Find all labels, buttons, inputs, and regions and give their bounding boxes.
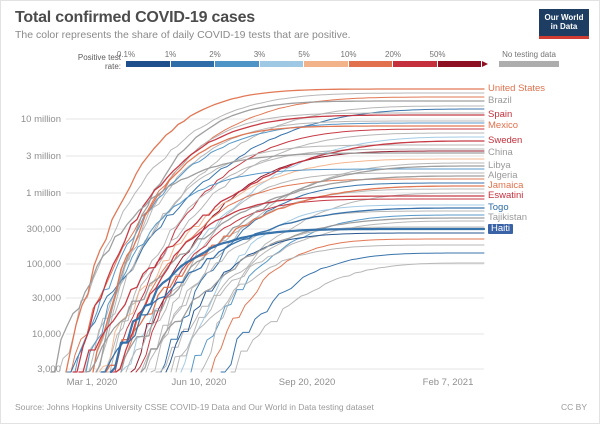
owid-logo-line1: Our World <box>544 13 584 22</box>
series-line-unlabeled[interactable] <box>230 262 485 373</box>
legend-tick-label: 5% <box>298 50 310 59</box>
legend-title-line1: Positive test <box>77 53 121 62</box>
chart-subtitle: The color represents the share of daily … <box>15 29 351 41</box>
series-line-unlabeled[interactable] <box>92 144 485 373</box>
series-line-unlabeled[interactable] <box>85 168 485 373</box>
series-label-united-states[interactable]: United States <box>488 83 546 94</box>
legend-tick-label: 2% <box>209 50 221 59</box>
series-line-libya[interactable] <box>120 165 485 373</box>
series-line-unlabeled[interactable] <box>135 198 485 373</box>
license-link[interactable]: CC BY <box>561 402 587 412</box>
series-line-unlabeled[interactable] <box>58 92 485 373</box>
legend-bin-5%[interactable] <box>304 61 348 67</box>
x-axis-tick-label: Sep 20, 2020 <box>279 377 336 388</box>
series-label-brazil[interactable]: Brazil <box>488 95 512 106</box>
chart-title: Total confirmed COVID-19 cases <box>15 9 256 26</box>
color-legend: Positive test rate: 0.1% 1% 2% 3% 5% 10% 20% 50… <box>1 47 599 75</box>
legend-tick-label: 1% <box>164 50 177 59</box>
legend-tick-label: 20% <box>384 50 402 59</box>
legend-bin-0.1%[interactable] <box>126 61 170 67</box>
owid-logo-line2: in Data <box>550 22 578 31</box>
series-line-unlabeled[interactable] <box>96 112 485 373</box>
series-line-tajikistan[interactable] <box>140 217 485 373</box>
series-line-unlabeled[interactable] <box>130 150 485 373</box>
x-axis-tick-label: Feb 7, 2021 <box>423 377 474 388</box>
legend-tick-label: 3% <box>253 50 266 59</box>
series-line-unlabeled[interactable] <box>140 162 485 373</box>
legend-colorbar <box>126 61 488 67</box>
legend-bin-2%[interactable] <box>215 61 259 67</box>
series-line-unlabeled[interactable] <box>70 96 485 373</box>
x-axis-tick-label: Mar 1, 2020 <box>67 377 118 388</box>
y-axis-tick-label: 30,000 <box>32 293 61 304</box>
series-label-haiti[interactable]: Haiti <box>488 224 514 234</box>
legend-tick-label: 0.1% <box>116 50 136 59</box>
series-line-unlabeled[interactable] <box>98 158 485 373</box>
series-label-spain[interactable]: Spain <box>488 109 513 120</box>
series-line-unlabeled[interactable] <box>74 122 485 373</box>
legend-bin-3%[interactable] <box>259 61 303 67</box>
source-note: Source: Johns Hopkins University CSSE CO… <box>15 402 374 412</box>
legend-open-end-arrow <box>482 61 488 67</box>
legend-title: Positive test rate: <box>21 53 121 71</box>
series-line-unlabeled[interactable] <box>110 128 485 373</box>
y-axis-tick-label: 10,000 <box>32 329 61 340</box>
legend-no-data-swatch[interactable] <box>499 61 559 67</box>
y-axis-tick-label: 100,000 <box>27 259 61 270</box>
series-line-unlabeled[interactable] <box>190 214 485 373</box>
owid-logo[interactable]: Our World in Data <box>539 9 589 39</box>
legend-bin-1%[interactable] <box>170 61 214 67</box>
series-line-unlabeled[interactable] <box>210 238 485 373</box>
series-line-unlabeled[interactable] <box>160 182 485 373</box>
y-axis-tick-label: 3 million <box>26 151 61 162</box>
y-axis-tick-label: 1 million <box>26 188 61 199</box>
x-axis-tick-label: Jun 10, 2020 <box>172 377 227 388</box>
series-line-unlabeled[interactable] <box>150 172 485 373</box>
series-line-mexico[interactable] <box>92 125 485 373</box>
series-line-spain[interactable] <box>72 114 485 373</box>
series-line-unlabeled[interactable] <box>80 105 485 373</box>
y-axis-tick-label: 10 million <box>21 114 61 125</box>
series-label-algeria[interactable]: Algeria <box>488 170 518 181</box>
series-line-unlabeled[interactable] <box>115 178 485 373</box>
series-line-jamaica[interactable] <box>105 185 485 373</box>
series-label-sweden[interactable]: Sweden <box>488 135 523 146</box>
series-label-tajikistan[interactable]: Tajikistan <box>488 212 528 223</box>
legend-title-line2: rate: <box>104 62 121 71</box>
legend-bin-50%[interactable] <box>437 61 481 67</box>
series-line-unlabeled[interactable] <box>88 120 485 373</box>
series-line-algeria[interactable] <box>85 175 485 373</box>
series-line-brazil[interactable] <box>95 100 485 373</box>
series-label-togo[interactable]: Togo <box>488 202 509 213</box>
series-line-united-states[interactable] <box>65 88 485 373</box>
series-line-haiti[interactable] <box>109 227 486 374</box>
legend-tick-label: 50% <box>429 50 446 59</box>
series-label-china[interactable]: China <box>488 147 513 158</box>
series-line-unlabeled[interactable] <box>175 244 485 373</box>
series-label-mexico[interactable]: Mexico <box>488 120 519 131</box>
y-axis-tick-label: 300,000 <box>27 224 61 235</box>
series-line-sweden[interactable] <box>78 140 485 373</box>
series-line-unlabeled[interactable] <box>125 188 485 373</box>
series-line-china[interactable] <box>50 152 485 373</box>
legend-tick-label: 10% <box>340 50 357 59</box>
series-line-togo[interactable] <box>100 207 485 373</box>
series-label-jamaica[interactable]: Jamaica <box>488 180 524 191</box>
y-axis-tick-label: 3,000 <box>37 364 61 375</box>
owid-logo-red-bar <box>539 36 589 39</box>
series-label-eswatini[interactable]: Eswatini <box>488 190 524 201</box>
series-line-unlabeled[interactable] <box>220 252 485 373</box>
legend-bin-20%[interactable] <box>393 61 437 67</box>
series-label-libya[interactable]: Libya <box>488 160 511 171</box>
series-line-unlabeled[interactable] <box>200 226 485 373</box>
series-line-eswatini[interactable] <box>115 195 485 373</box>
legend-no-data-label: No testing data <box>502 50 556 59</box>
legend-bin-10%[interactable] <box>348 61 392 67</box>
